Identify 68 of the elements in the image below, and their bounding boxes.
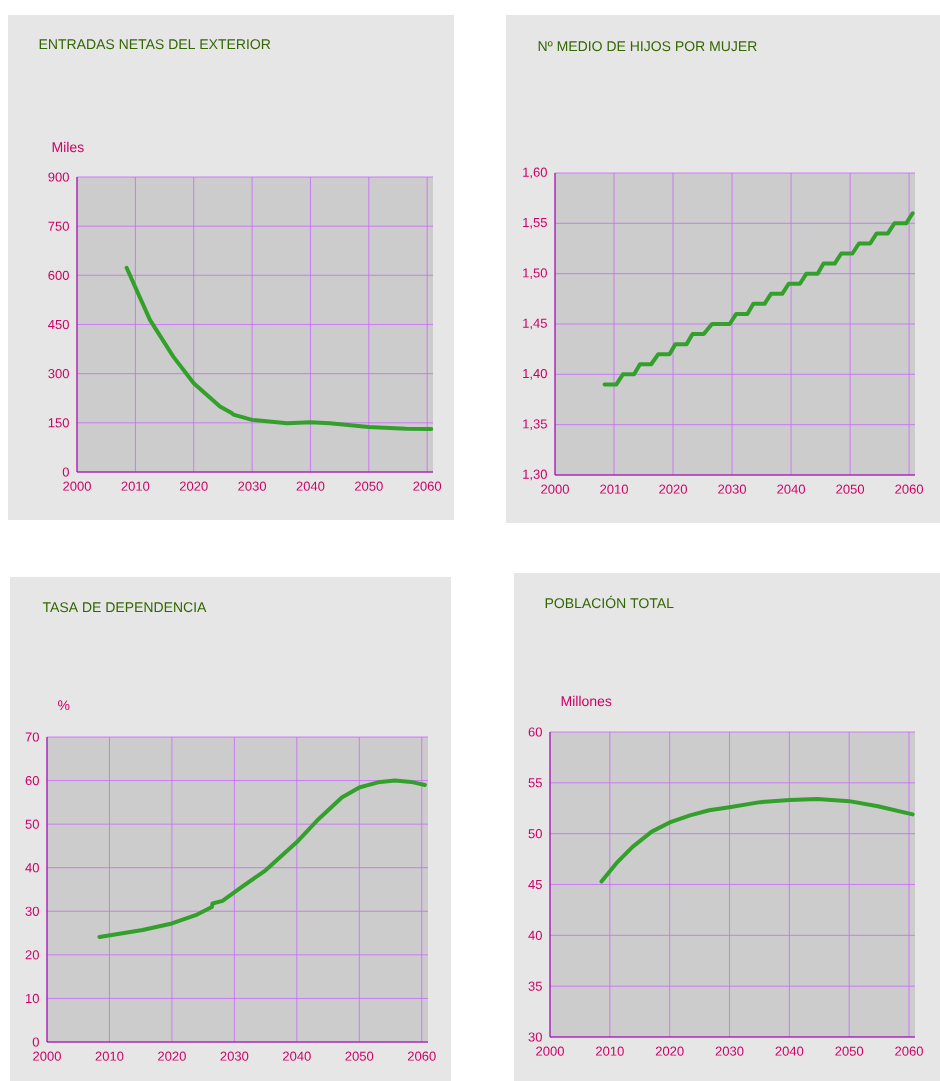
x-tick-label: 2040	[283, 1051, 311, 1061]
x-tick-label: 2060	[413, 481, 442, 491]
x-tick-label: 2040	[775, 1046, 804, 1056]
y-tick-label: 60	[528, 727, 542, 737]
x-tick-label: 2000	[63, 481, 91, 491]
chart-title: TASA DE DEPENDENCIA	[42, 602, 207, 613]
x-tick-label: 2010	[600, 484, 628, 494]
y-tick-label: 50	[528, 829, 542, 839]
y-tick-label: 0	[62, 467, 69, 477]
x-tick-label: 2020	[655, 1046, 684, 1056]
x-tick-label: 2010	[121, 481, 150, 491]
y-tick-label: 30	[528, 1032, 542, 1042]
x-tick-label: 2040	[296, 481, 325, 491]
y-tick-label: 1,45	[523, 318, 547, 330]
y-tick-label: 1,50	[523, 268, 547, 280]
y-tick-label: 1,60	[523, 167, 547, 179]
line-series	[97, 778, 427, 939]
x-tick-label: 2010	[596, 1046, 624, 1056]
x-tick-label: 2050	[836, 484, 865, 494]
y-tick-label: 20	[25, 950, 39, 960]
y-tick-label: 70	[25, 732, 39, 742]
y-tick-label: 10	[25, 993, 39, 1004]
x-tick-label: 2010	[95, 1051, 124, 1061]
y-tick-label: 40	[25, 863, 39, 873]
x-tick-label: 2030	[715, 1046, 744, 1056]
y-tick-label: 30	[25, 906, 39, 916]
line-series	[602, 211, 915, 387]
y-tick-label: 1,35	[523, 419, 547, 431]
x-tick-label: 2020	[179, 481, 208, 491]
y-tick-label: 0	[32, 1037, 39, 1047]
x-tick-label: 2030	[220, 1051, 249, 1061]
x-tick-label: 2020	[158, 1051, 186, 1061]
y-tick-label: 50	[25, 819, 39, 829]
y-tick-label: 900	[48, 172, 69, 182]
x-tick-label: 2030	[238, 481, 267, 491]
x-tick-label: 2030	[718, 484, 747, 494]
x-tick-label: 2060	[895, 1046, 923, 1056]
y-tick-label: 35	[528, 981, 542, 991]
y-axis-title: %	[58, 700, 70, 711]
line-series	[599, 797, 915, 884]
y-axis-title: Millones	[561, 695, 612, 707]
y-tick-label: 450	[48, 319, 69, 330]
x-tick-label: 2000	[536, 1046, 564, 1056]
x-tick-label: 2060	[895, 484, 924, 494]
y-tick-label: 45	[528, 879, 542, 890]
chart-title: ENTRADAS NETAS DEL EXTERIOR	[39, 39, 271, 50]
y-axis-title: Miles	[52, 141, 84, 153]
y-tick-label: 750	[48, 221, 69, 231]
x-tick-label: 2050	[835, 1046, 864, 1056]
y-tick-label: 600	[48, 270, 69, 280]
x-tick-label: 2050	[355, 481, 383, 491]
y-tick-label: 55	[528, 778, 542, 788]
x-tick-label: 2000	[541, 484, 569, 494]
x-tick-label: 2000	[33, 1051, 61, 1061]
y-tick-label: 1,30	[523, 469, 547, 481]
y-tick-label: 1,40	[523, 368, 547, 380]
x-tick-label: 2020	[659, 484, 687, 494]
x-tick-label: 2060	[407, 1051, 436, 1061]
y-tick-label: 60	[25, 775, 39, 786]
x-tick-label: 2040	[777, 484, 806, 494]
chart-title: POBLACIÓN TOTAL	[545, 595, 674, 609]
chart-title: Nº MEDIO DE HIJOS POR MUJER	[538, 41, 757, 52]
y-tick-label: 40	[528, 930, 542, 940]
y-tick-label: 1,55	[523, 218, 547, 229]
line-series	[124, 265, 434, 432]
y-tick-label: 300	[48, 369, 69, 379]
x-tick-label: 2050	[345, 1051, 374, 1061]
y-tick-label: 150	[48, 418, 69, 428]
